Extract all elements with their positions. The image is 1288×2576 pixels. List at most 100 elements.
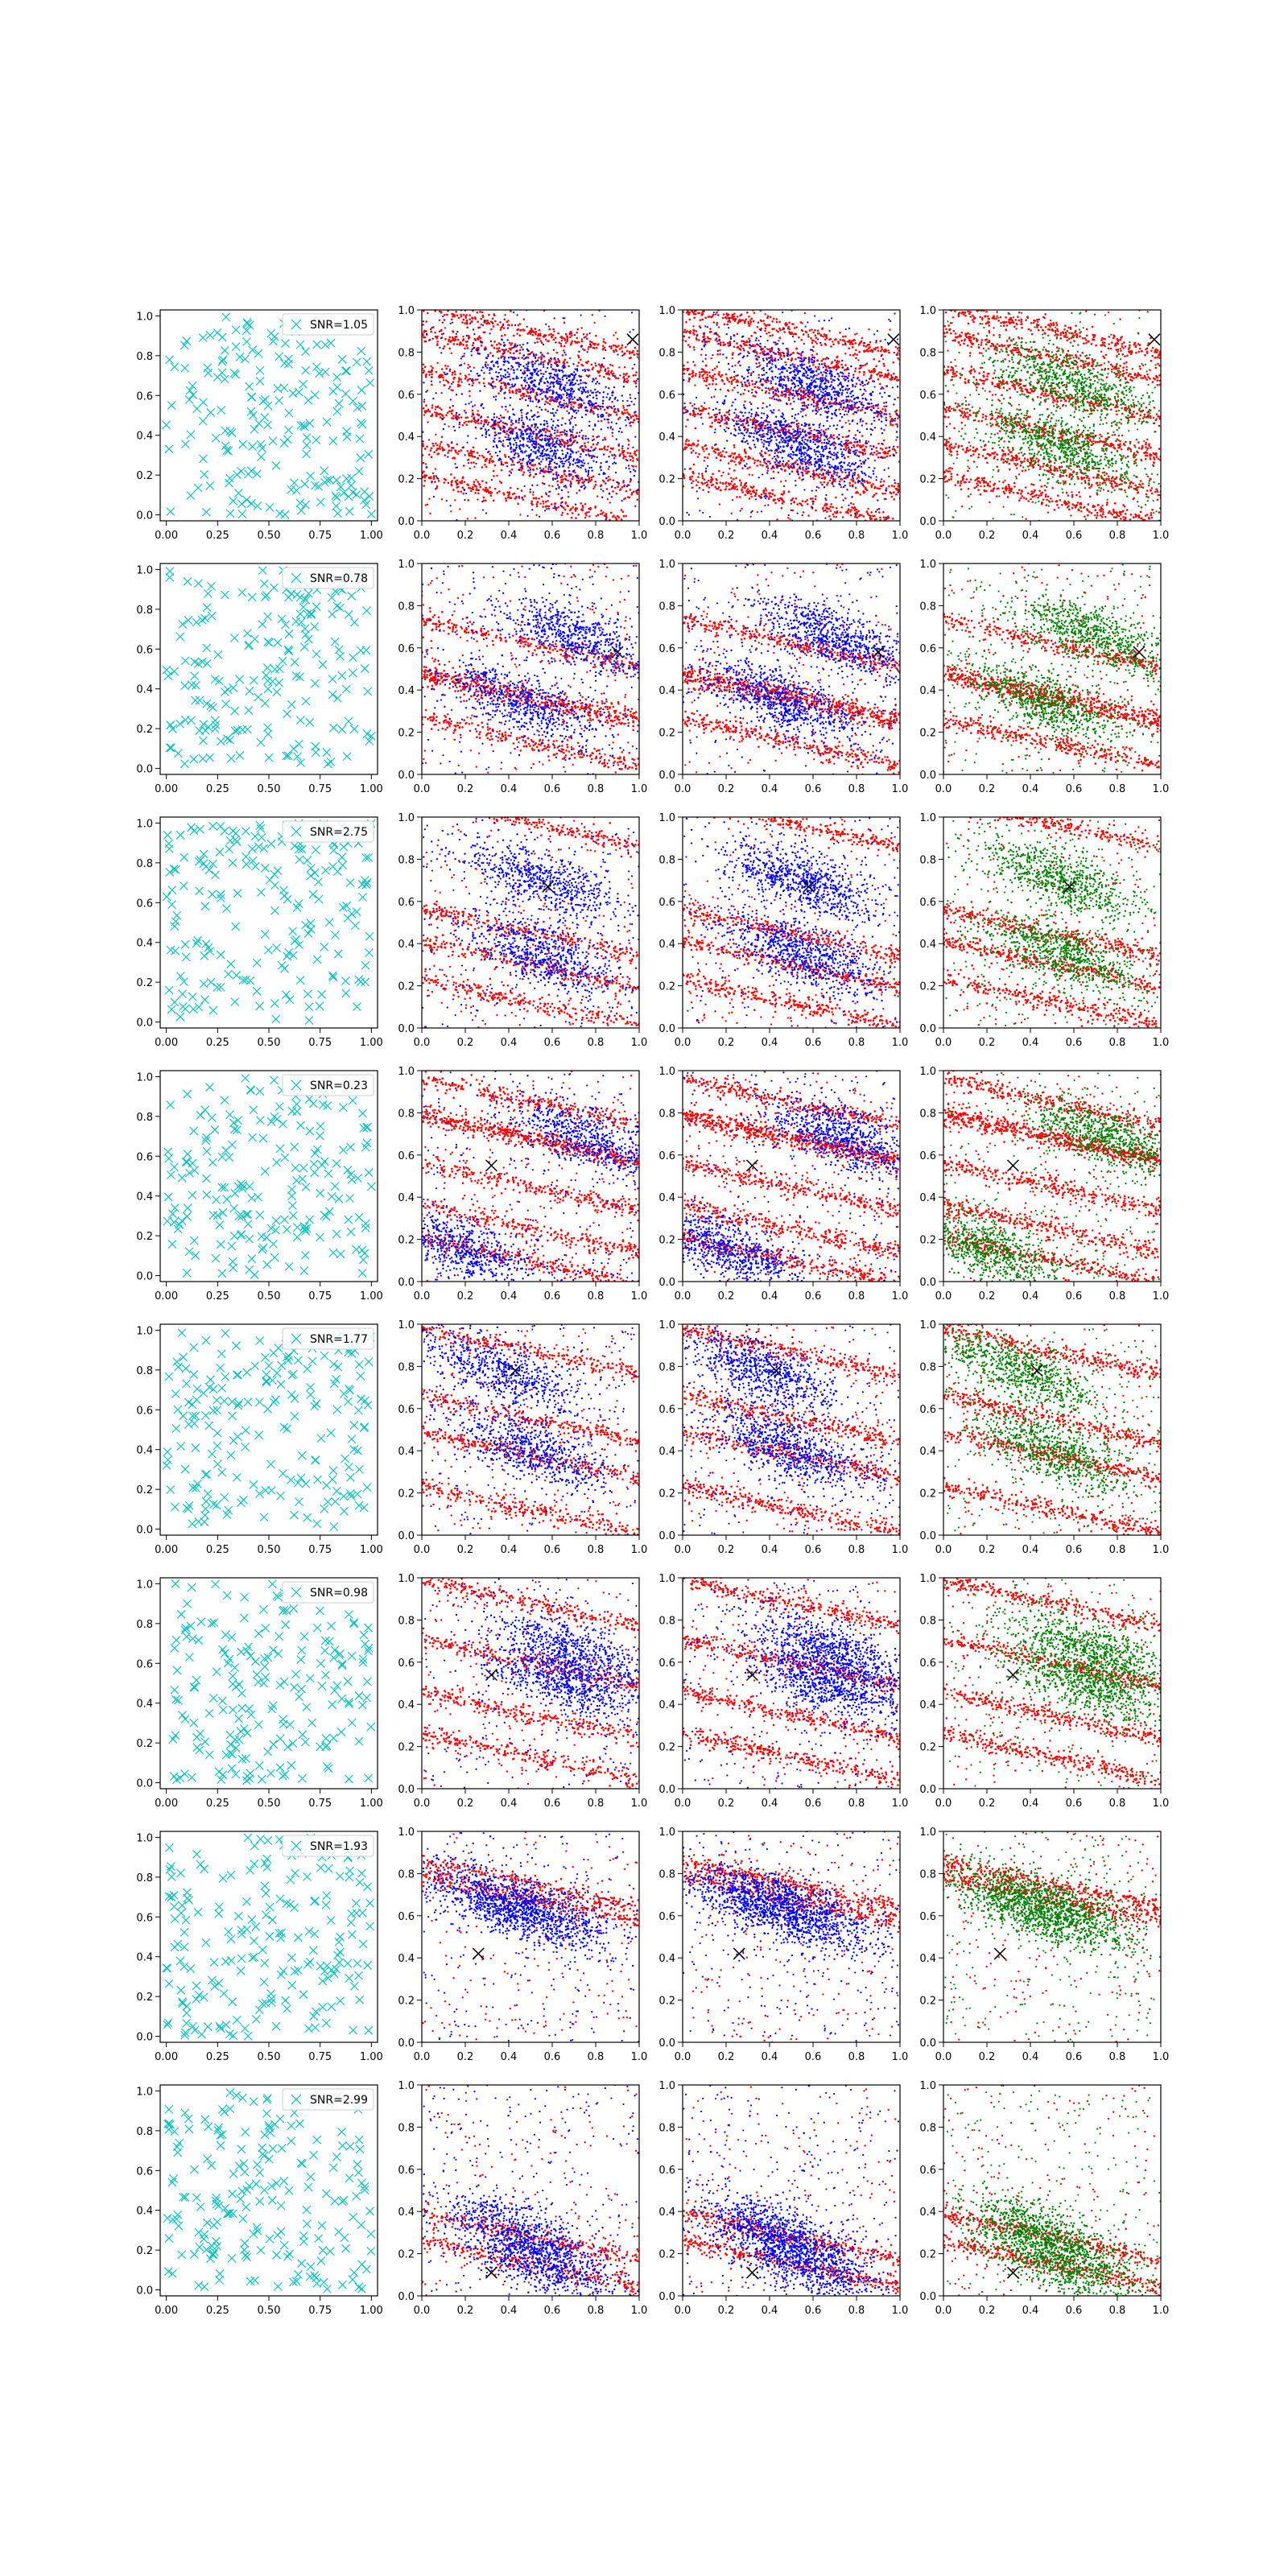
red-point	[880, 340, 882, 342]
blue-point	[518, 496, 520, 497]
blue-point	[451, 442, 452, 444]
red-point	[610, 345, 613, 348]
red-point	[827, 482, 829, 485]
blue-point	[464, 489, 465, 491]
red-point	[424, 448, 427, 450]
red-point	[819, 477, 821, 479]
y-tick-label: 1.0	[658, 305, 675, 317]
blue-point	[588, 438, 589, 440]
blue-point	[489, 372, 490, 374]
red-point	[842, 336, 844, 338]
red-point	[751, 380, 753, 382]
red-point	[741, 457, 744, 460]
red-point	[636, 493, 638, 495]
red-point	[876, 487, 878, 489]
red-point	[695, 313, 697, 316]
red-point	[608, 476, 610, 478]
blue-point	[570, 407, 572, 408]
blue-point	[497, 432, 499, 434]
blue-point	[595, 394, 597, 396]
red-point	[564, 402, 566, 405]
red-point	[570, 332, 572, 335]
red-point	[565, 341, 568, 344]
red-point	[728, 482, 730, 485]
red-point	[575, 402, 577, 404]
red-point	[685, 321, 687, 324]
blue-point	[504, 369, 506, 370]
red-point	[724, 456, 726, 458]
blue-point	[589, 400, 591, 402]
red-point	[830, 477, 832, 479]
red-point	[705, 365, 708, 367]
red-point	[568, 475, 571, 477]
red-point	[637, 459, 638, 460]
blue-point	[522, 445, 524, 447]
red-point	[556, 352, 559, 354]
red-point	[861, 449, 864, 452]
red-point	[864, 481, 866, 483]
red-point	[506, 433, 508, 436]
red-point	[532, 390, 535, 393]
red-point	[498, 347, 501, 349]
red-point	[824, 343, 827, 345]
red-point	[453, 343, 456, 345]
blue-point	[580, 430, 582, 431]
red-point	[883, 516, 886, 518]
red-point	[854, 353, 857, 355]
red-point	[564, 473, 566, 476]
red-point	[545, 501, 547, 503]
red-point	[477, 498, 478, 500]
blue-point	[621, 500, 623, 502]
red-point	[462, 493, 464, 495]
red-point	[460, 341, 462, 344]
red-point	[873, 405, 875, 407]
red-point	[773, 318, 775, 320]
blue-point	[530, 400, 531, 402]
blue-point	[575, 410, 576, 411]
red-point	[530, 330, 533, 332]
red-point	[576, 341, 578, 344]
red-point	[435, 406, 437, 408]
red-point	[879, 517, 881, 519]
red-point	[858, 344, 861, 346]
blue-point	[601, 489, 602, 490]
blue-point	[542, 450, 543, 452]
red-point	[753, 345, 755, 347]
legend: SNR=1.05	[283, 314, 374, 335]
red-point	[433, 451, 436, 453]
red-point	[742, 486, 745, 489]
blue-point	[519, 459, 521, 460]
red-point	[868, 369, 870, 372]
blue-point	[507, 368, 509, 369]
red-point	[523, 471, 526, 473]
red-point	[536, 502, 539, 504]
red-point	[872, 453, 874, 456]
red-point	[701, 368, 704, 370]
red-point	[769, 454, 771, 456]
red-point	[471, 419, 473, 422]
red-point	[498, 437, 501, 440]
red-point	[434, 411, 436, 413]
legend-label: SNR=1.05	[310, 319, 368, 332]
blue-point	[527, 387, 529, 389]
blue-point	[555, 473, 557, 475]
blue-point	[543, 344, 544, 345]
red-point	[570, 417, 572, 419]
red-point	[505, 436, 507, 439]
blue-point	[568, 412, 570, 414]
red-point	[460, 316, 463, 318]
red-point	[591, 407, 593, 409]
red-point	[874, 518, 877, 521]
blue-point	[515, 420, 517, 422]
red-point	[684, 448, 687, 450]
blue-point	[559, 461, 561, 463]
red-point	[848, 341, 851, 344]
red-point	[805, 390, 807, 392]
red-point	[633, 374, 635, 377]
red-point	[471, 415, 473, 417]
red-point	[755, 351, 758, 353]
blue-point	[525, 399, 526, 401]
blue-point	[571, 396, 572, 398]
red-point	[493, 325, 495, 328]
red-point	[484, 332, 485, 333]
